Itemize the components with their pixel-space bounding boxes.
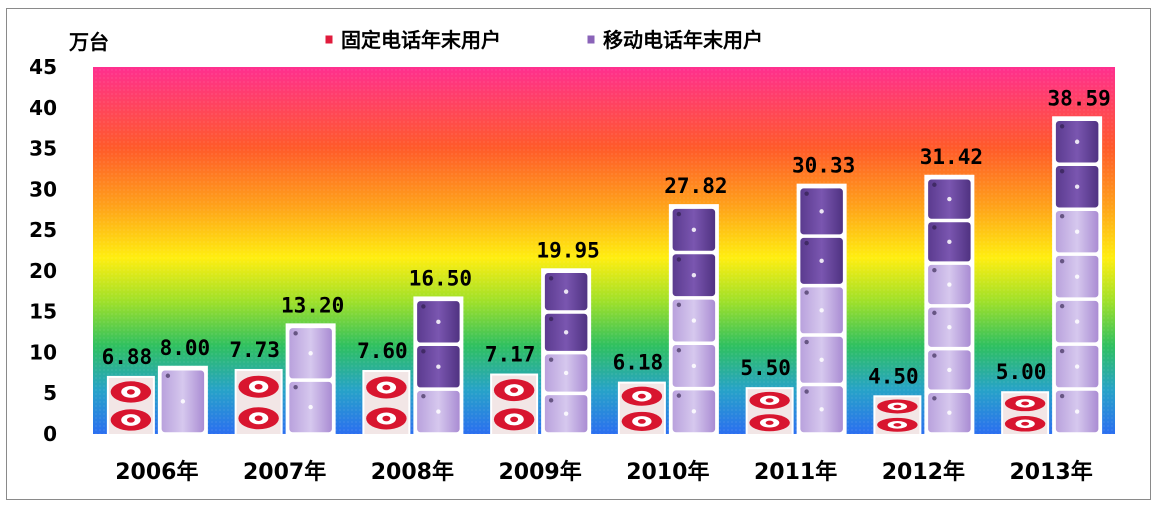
category-group: 5.00 38.59	[996, 86, 1111, 435]
y-tick-label: 10	[29, 340, 57, 364]
data-label-mobile: 31.42	[920, 145, 983, 169]
x-tick-label: 2008年	[371, 459, 454, 485]
y-tick-label: 20	[29, 259, 57, 283]
data-label-mobile: 16.50	[409, 266, 472, 290]
category-group: 7.60 16.50	[357, 266, 472, 434]
category-group: 6.18 27.82	[613, 174, 727, 434]
y-tick-label: 45	[29, 55, 57, 79]
x-tick-label: 2013年	[1010, 459, 1093, 485]
data-label-mobile: 30.33	[792, 154, 855, 178]
legend-label-mobile: 移动电话年末用户	[603, 28, 763, 52]
bar-mobile	[924, 174, 975, 434]
bar-fixed	[873, 395, 922, 434]
x-tick-label: 2006年	[115, 459, 198, 485]
bar-fixed	[106, 375, 155, 434]
y-tick-label: 30	[29, 177, 57, 201]
bar-mobile	[1052, 116, 1103, 435]
y-tick-label: 5	[43, 381, 57, 405]
y-unit-label: 万台	[68, 30, 109, 54]
data-label-mobile: 38.59	[1048, 86, 1111, 110]
y-tick-label: 35	[29, 137, 57, 161]
data-label-fixed: 6.88	[102, 345, 153, 369]
y-axis: 0 5 10 15 20 25 30 35 40 45	[29, 55, 57, 446]
data-label-fixed: 7.17	[485, 343, 536, 367]
legend: 固定电话年末用户 移动电话年末用户	[324, 28, 763, 52]
category-group: 5.50 30.33	[740, 154, 855, 434]
bar-mobile	[668, 204, 719, 434]
bar-fixed	[1001, 391, 1050, 434]
legend-swatch-mobile	[586, 34, 596, 45]
legend-swatch-fixed	[324, 34, 334, 45]
bar-mobile	[285, 323, 336, 434]
category-group: 4.50 31.42	[868, 145, 983, 434]
data-label-fixed: 5.00	[996, 360, 1047, 384]
data-label-mobile: 13.20	[281, 293, 344, 317]
x-tick-label: 2010年	[626, 459, 709, 485]
data-label-mobile: 27.82	[664, 174, 727, 198]
legend-item-fixed: 固定电话年末用户	[324, 28, 501, 52]
x-tick-label: 2007年	[243, 459, 326, 485]
data-label-fixed: 7.60	[357, 339, 408, 363]
bar-fixed	[234, 368, 283, 434]
bar-fixed	[617, 381, 666, 434]
y-tick-label: 15	[29, 300, 57, 324]
bar-mobile	[157, 365, 208, 434]
bar-chart: 万台 固定电话年末用户 移动电话年末用户 051015202530354045 …	[29, 28, 1115, 485]
data-label-fixed: 7.73	[229, 338, 280, 362]
legend-item-mobile: 移动电话年末用户	[586, 28, 763, 52]
data-label-fixed: 4.50	[868, 364, 919, 388]
bar-mobile	[541, 268, 592, 434]
bar-fixed	[490, 373, 539, 434]
data-label-mobile: 8.00	[160, 336, 211, 360]
y-tick-label: 25	[29, 218, 57, 242]
bar-fixed	[745, 387, 794, 434]
legend-label-fixed: 固定电话年末用户	[341, 28, 501, 52]
bar-mobile	[413, 296, 464, 434]
y-tick-label: 40	[29, 96, 57, 120]
bar-fixed	[362, 370, 411, 434]
chart-frame: 万台 固定电话年末用户 移动电话年末用户 0 5 10 15 20 25 30 35 40 45 …	[6, 8, 1151, 500]
x-axis: 2006年 2007年 2008年 2009年 2010年 2011年 2012年 2013年	[115, 459, 1092, 485]
data-label-fixed: 6.18	[613, 351, 664, 375]
y-tick-label: 0	[43, 422, 57, 446]
x-tick-label: 2009年	[499, 459, 582, 485]
category-group: 6.88 8.00	[102, 336, 211, 434]
x-tick-label: 2012年	[882, 459, 965, 485]
x-tick-label: 2011年	[754, 459, 837, 485]
bar-mobile	[796, 183, 847, 434]
data-label-fixed: 5.50	[740, 356, 791, 380]
category-group: 7.17 19.95	[485, 238, 600, 434]
data-label-mobile: 19.95	[537, 238, 600, 262]
